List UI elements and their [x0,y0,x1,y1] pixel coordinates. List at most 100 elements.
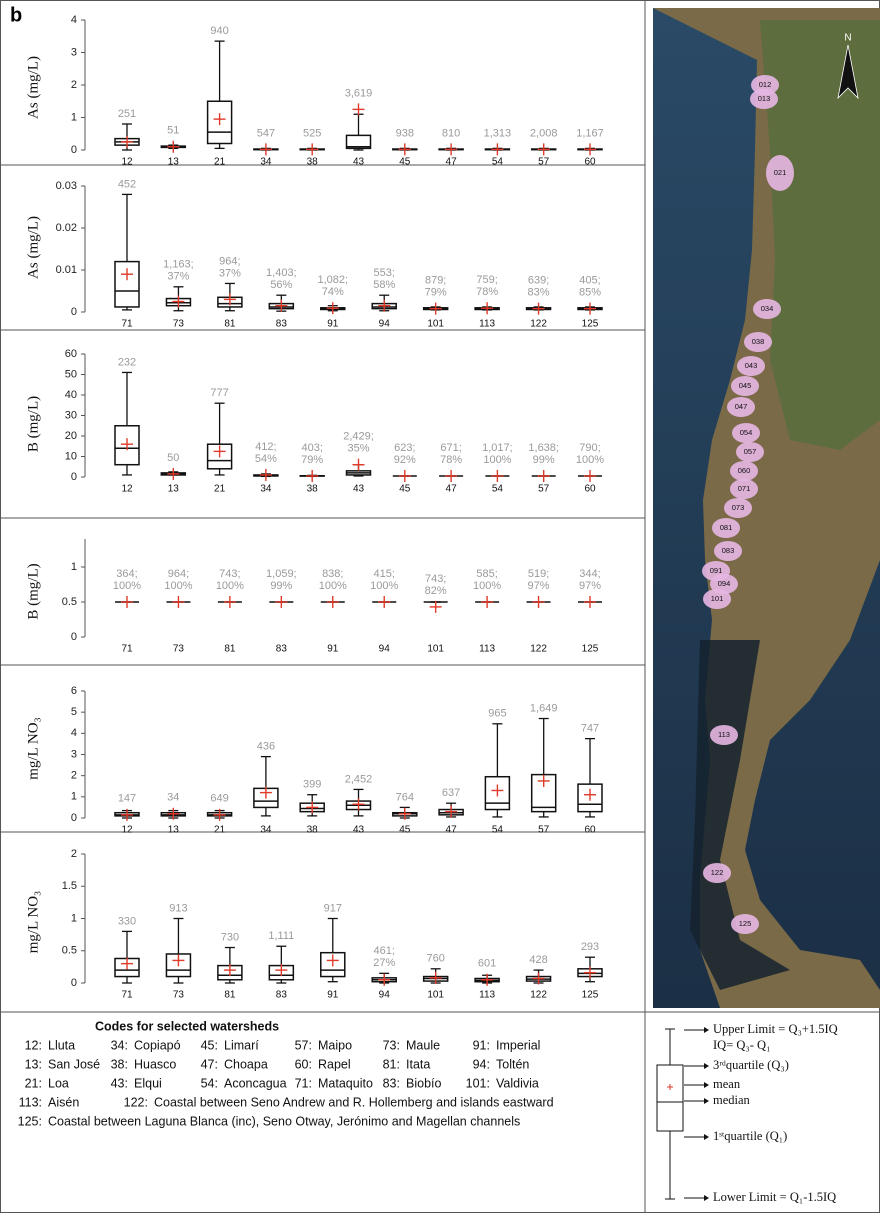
box-plot [115,194,139,310]
x-tick-label: 71 [121,644,133,655]
count-label: 1,111 [268,930,294,942]
box-plot [578,143,602,155]
y-tick-label: 4 [71,14,77,26]
box-plot [439,803,463,817]
x-tick-label: 38 [307,157,319,168]
y-tick-label: 0 [71,144,77,156]
count-label: 879; [425,275,446,287]
count-label: 100% [113,580,141,592]
code-name: San José [48,1057,100,1071]
box-plot [208,403,232,475]
count-label: 810 [442,127,460,139]
box-plot [532,143,556,155]
code-number: 47: [201,1057,218,1071]
count-label: 100% [164,580,192,592]
count-label: 743; [219,568,240,580]
code-number: 83: [383,1076,400,1090]
y-tick-label: 3 [71,46,77,58]
count-label: 1,059; [266,568,297,580]
watershed-label: 045 [739,381,752,390]
watershed-label: 071 [738,484,751,493]
y-tick-label: 0.5 [62,596,77,608]
y-tick-label: 30 [65,409,77,421]
count-label: 83% [528,287,550,299]
y-tick-label: 1 [71,912,77,924]
watershed-label: 091 [710,566,723,575]
count-label: 1,167 [576,127,604,139]
count-label: 940 [210,25,228,37]
count-label: 1,082; [317,274,348,286]
count-label: 99% [533,454,555,466]
watershed-label: 057 [744,447,757,456]
watershed-label: 034 [761,304,774,313]
count-label: 519; [528,568,549,580]
y-tick-label: 2 [71,79,77,91]
key-arrowhead [704,1027,709,1033]
y-tick-label: 0.01 [56,264,77,276]
x-tick-label: 47 [446,825,458,836]
x-tick-label: 45 [399,825,411,836]
count-label: 92% [394,454,416,466]
count-label: 35% [347,443,369,455]
count-label: 601 [478,958,496,970]
box-plot [393,143,417,155]
count-label: 639; [528,275,549,287]
x-tick-label: 34 [260,157,272,168]
code-name: Maule [406,1038,440,1052]
x-tick-label: 122 [530,644,547,655]
x-tick-label: 45 [399,484,411,495]
code-number: 122: [124,1095,148,1109]
count-label: 917 [324,902,342,914]
mean-marker [491,143,503,155]
box-plot [527,303,551,315]
x-tick-label: 83 [276,990,288,1001]
watershed-label: 013 [758,94,771,103]
key-arrowhead [704,1134,709,1140]
mean-marker [353,459,365,471]
x-tick-label: 91 [327,990,339,1001]
mean-marker [121,596,133,608]
count-label: 344; [579,568,600,580]
x-tick-label: 125 [582,990,599,1001]
count-label: 428 [529,954,547,966]
count-label: 78% [476,286,498,298]
y-tick-label: 10 [65,450,77,462]
watershed-label: 043 [745,361,758,370]
box-plot [439,470,463,482]
x-tick-label: 81 [224,319,236,330]
x-tick-label: 12 [121,825,133,836]
key-label: 1ˢᵗquartile (Q₁) [713,1129,787,1143]
count-label: 82% [425,585,447,597]
x-tick-label: 57 [538,484,550,495]
count-label: 525 [303,127,321,139]
code-number: 125: [18,1114,42,1128]
mean-marker [378,300,390,312]
x-tick-label: 73 [173,990,185,1001]
x-tick-label: 60 [584,825,596,836]
mean-marker [445,806,457,818]
box-plot [321,596,345,608]
mean-marker [538,470,550,482]
code-number: 57: [295,1038,312,1052]
count-label: 553; [374,267,395,279]
count-label: 85% [579,287,601,299]
count-label: 743; [425,573,446,585]
code-number: 60: [295,1057,312,1071]
y-axis-label: mg/L NO₃ [25,717,41,780]
x-tick-label: 94 [379,990,391,1001]
count-label: 97% [528,580,550,592]
count-label: 623; [394,442,415,454]
count-label: 79% [301,454,323,466]
mean-marker [481,302,493,314]
count-label: 412; [255,441,276,453]
y-tick-label: 1.5 [62,880,77,892]
y-tick-label: 1 [71,561,77,573]
count-label: 649 [210,793,228,805]
key-label: median [713,1093,751,1107]
x-tick-label: 47 [446,157,458,168]
count-label: 790; [579,442,600,454]
count-label: 913 [169,902,187,914]
y-axis-label: As (mg/L) [25,216,41,279]
watershed-label: 073 [732,503,745,512]
key-label: IQ= Q₃- Q₁ [713,1038,770,1052]
